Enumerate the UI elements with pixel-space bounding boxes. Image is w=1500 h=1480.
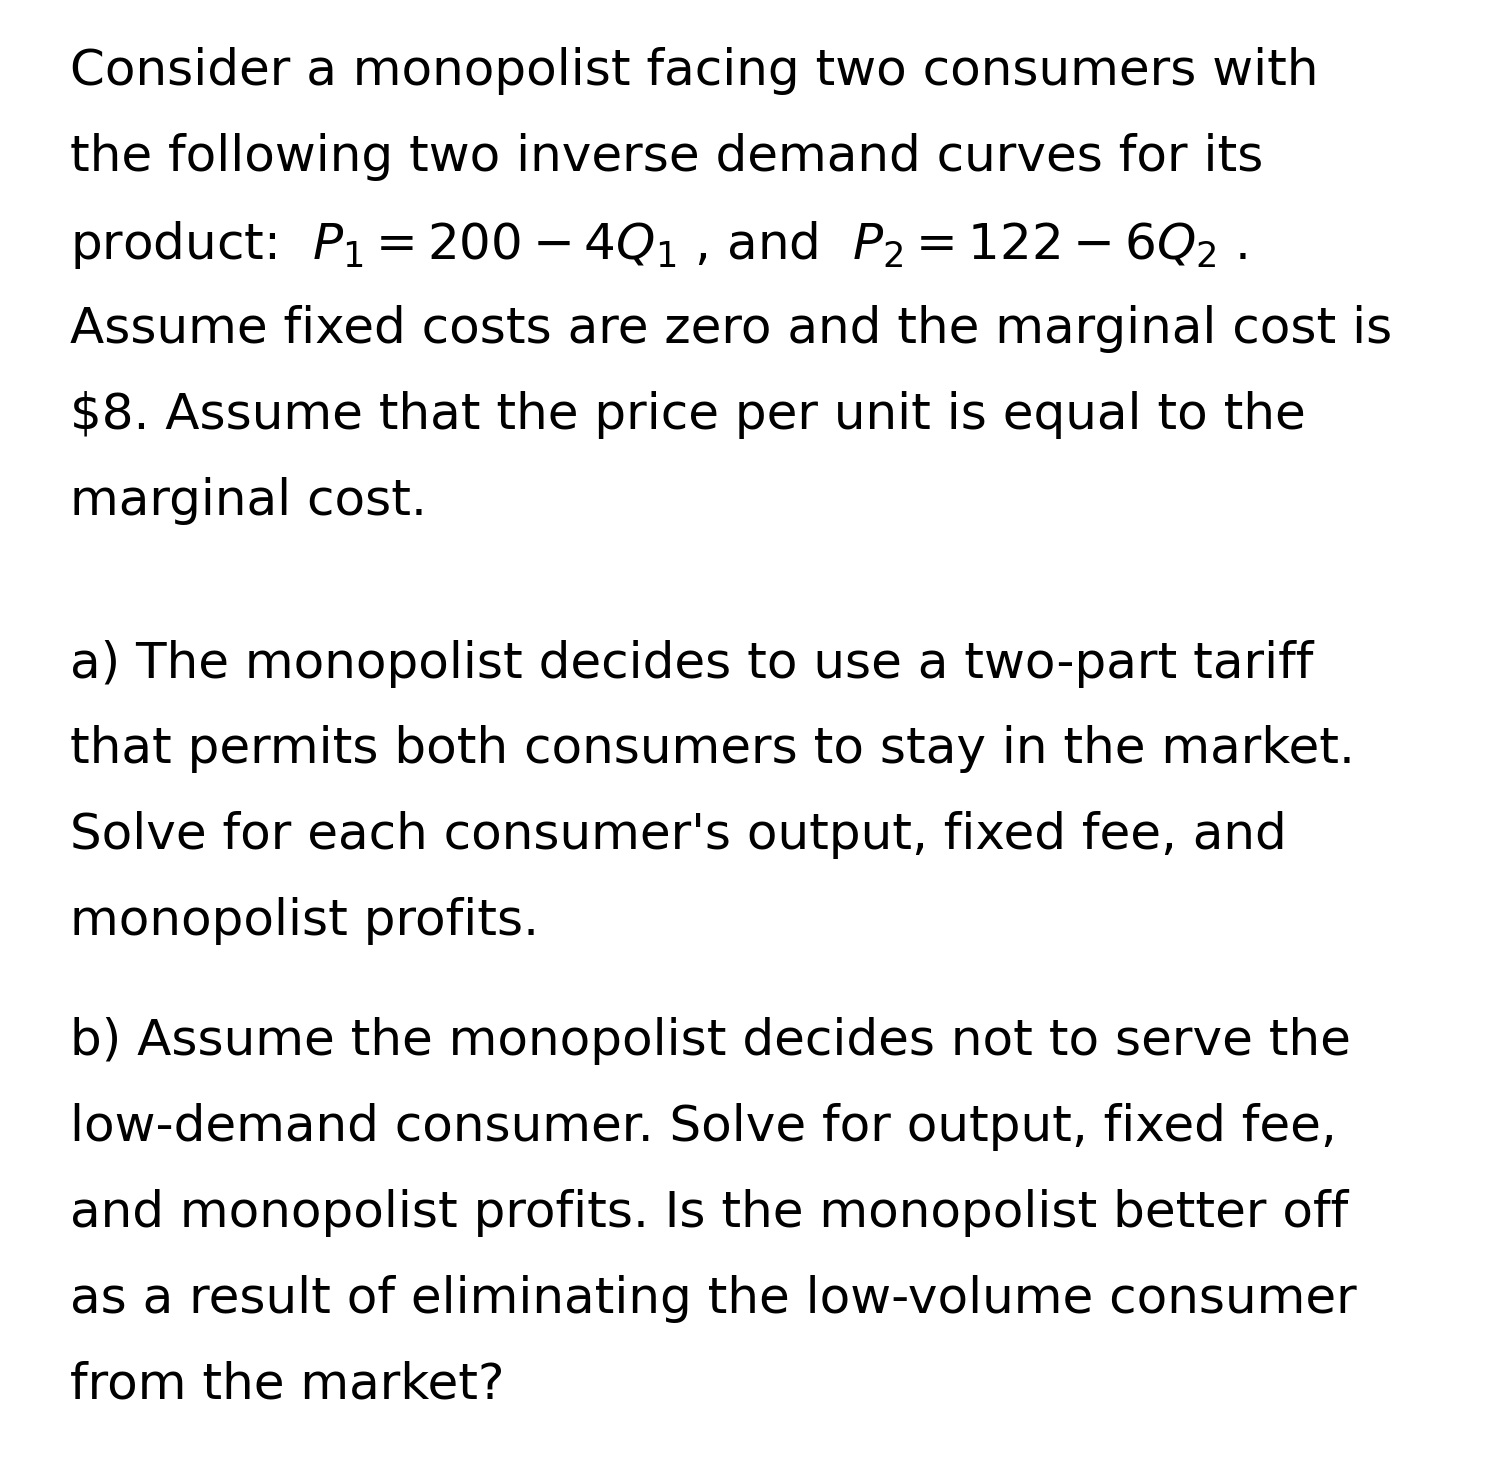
Text: monopolist profits.: monopolist profits. bbox=[70, 897, 540, 946]
Text: low-demand consumer. Solve for output, fixed fee,: low-demand consumer. Solve for output, f… bbox=[70, 1103, 1338, 1151]
Text: Assume fixed costs are zero and the marginal cost is: Assume fixed costs are zero and the marg… bbox=[70, 305, 1392, 352]
Text: marginal cost.: marginal cost. bbox=[70, 477, 428, 524]
Text: from the market?: from the market? bbox=[70, 1360, 506, 1409]
Text: b) Assume the monopolist decides not to serve the: b) Assume the monopolist decides not to … bbox=[70, 1017, 1352, 1066]
Text: and monopolist profits. Is the monopolist better off: and monopolist profits. Is the monopolis… bbox=[70, 1188, 1348, 1237]
Text: the following two inverse demand curves for its: the following two inverse demand curves … bbox=[70, 133, 1264, 181]
Text: Solve for each consumer's output, fixed fee, and: Solve for each consumer's output, fixed … bbox=[70, 811, 1287, 860]
Text: a) The monopolist decides to use a two-part tariff: a) The monopolist decides to use a two-p… bbox=[70, 639, 1314, 688]
Text: that permits both consumers to stay in the market.: that permits both consumers to stay in t… bbox=[70, 725, 1356, 774]
Text: as a result of eliminating the low-volume consumer: as a result of eliminating the low-volum… bbox=[70, 1274, 1358, 1323]
Text: product:  $P_1 = 200 - 4Q_1$ , and  $P_2 = 122 - 6Q_2$ .: product: $P_1 = 200 - 4Q_1$ , and $P_2 =… bbox=[70, 219, 1248, 271]
Text: Consider a monopolist facing two consumers with: Consider a monopolist facing two consume… bbox=[70, 47, 1318, 95]
Text: $8. Assume that the price per unit is equal to the: $8. Assume that the price per unit is eq… bbox=[70, 391, 1306, 438]
